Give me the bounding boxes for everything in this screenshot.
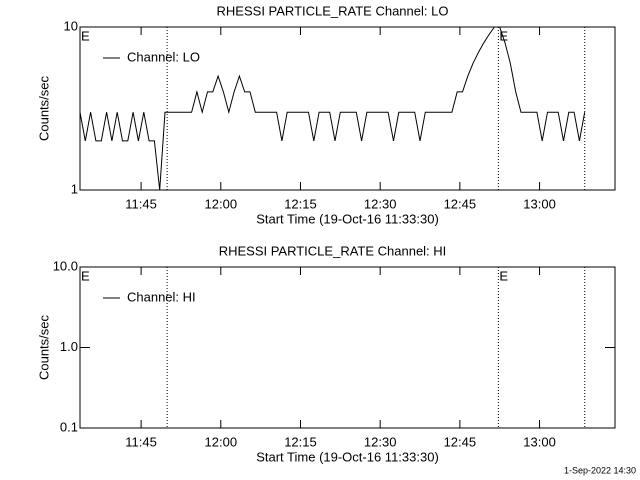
legend-label: Channel: HI <box>127 289 196 304</box>
legend-label: Channel: LO <box>127 49 200 64</box>
chart-title: RHESSI PARTICLE_RATE Channel: HI <box>219 243 447 258</box>
event-flag: E <box>499 268 508 283</box>
event-flag: E <box>81 268 90 283</box>
x-tick-label: 12:45 <box>444 196 477 211</box>
x-axis-label: Start Time (19-Oct-16 11:33:30) <box>256 449 439 464</box>
y-tick-label: 10 <box>64 18 78 33</box>
y-axis-label: Counts/sec <box>36 314 51 380</box>
chart-title: RHESSI PARTICLE_RATE Channel: LO <box>217 3 449 18</box>
plot-frame <box>79 26 616 191</box>
timestamp: 1-Sep-2022 14:30 <box>564 465 636 475</box>
x-tick-label: 12:30 <box>364 196 397 211</box>
y-axis-label: Counts/sec <box>36 75 51 141</box>
y-tick-label: 1 <box>71 181 78 196</box>
x-tick-label: 11:45 <box>125 196 157 211</box>
x-tick-label: 12:15 <box>284 196 317 211</box>
data-line <box>79 26 586 191</box>
y-tick-label: 0.1 <box>60 419 78 434</box>
x-tick-label: 12:45 <box>444 434 477 449</box>
y-tick-label: 1.0 <box>60 339 78 354</box>
x-tick-label: 13:00 <box>523 434 556 449</box>
x-axis-label: Start Time (19-Oct-16 11:33:30) <box>256 211 439 226</box>
x-tick-label: 12:00 <box>205 196 238 211</box>
x-tick-label: 11:45 <box>125 434 157 449</box>
y-tick-label: 10.0 <box>53 258 78 273</box>
event-flag: E <box>499 28 508 43</box>
x-tick-label: 12:15 <box>284 434 317 449</box>
event-flag: E <box>81 28 90 43</box>
x-tick-label: 13:00 <box>523 196 556 211</box>
x-tick-label: 12:00 <box>205 434 238 449</box>
x-tick-label: 12:30 <box>364 434 397 449</box>
